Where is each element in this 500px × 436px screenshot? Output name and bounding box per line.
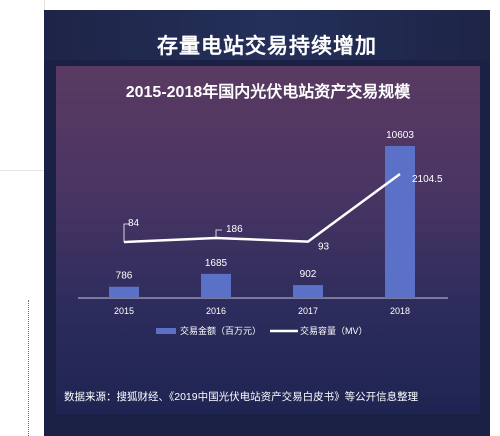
x-tick-label-2016: 2016 — [206, 306, 226, 316]
bar-2016 — [201, 273, 231, 298]
bar-label-2016: 1685 — [205, 258, 228, 269]
dotted-divider — [28, 300, 30, 436]
bar-label-2018: 10603 — [386, 130, 414, 141]
bar-2018 — [385, 146, 415, 298]
legend-swatch-amount — [156, 328, 176, 334]
line-label-2018: 2104.5 — [412, 174, 443, 185]
chart-title: 2015-2018年国内光伏电站资产交易规模 — [125, 84, 411, 101]
page-title: 存量电站交易持续增加 — [157, 35, 377, 58]
line-series-capacity — [123, 172, 401, 244]
header-banner: 存量电站交易持续增加 — [44, 10, 490, 60]
legend-label-amount: 交易金额（百万元） — [180, 325, 261, 336]
x-tick-label-2015: 2015 — [114, 306, 134, 316]
source-note: 数据来源：搜狐财经、《2019中国光伏电站资产交易白皮书》等公开信息整理 — [64, 391, 419, 403]
left-panel-divider — [0, 170, 44, 171]
bar-label-2017: 902 — [300, 269, 317, 280]
legend-label-capacity: 交易容量（MV） — [300, 325, 368, 336]
line-label-2017: 93 — [318, 242, 330, 253]
line-label-2016: 186 — [226, 224, 243, 235]
x-tick-label-2017: 2017 — [298, 306, 318, 316]
line-label-leader-2016 — [215, 229, 222, 238]
line-label-leader-2015 — [123, 223, 130, 242]
bar-2015 — [109, 286, 139, 298]
bar-label-2015: 786 — [116, 271, 133, 282]
bar-2017 — [293, 285, 323, 298]
line-label-2015: 84 — [128, 218, 140, 229]
x-tick-label-2018: 2018 — [390, 306, 410, 316]
